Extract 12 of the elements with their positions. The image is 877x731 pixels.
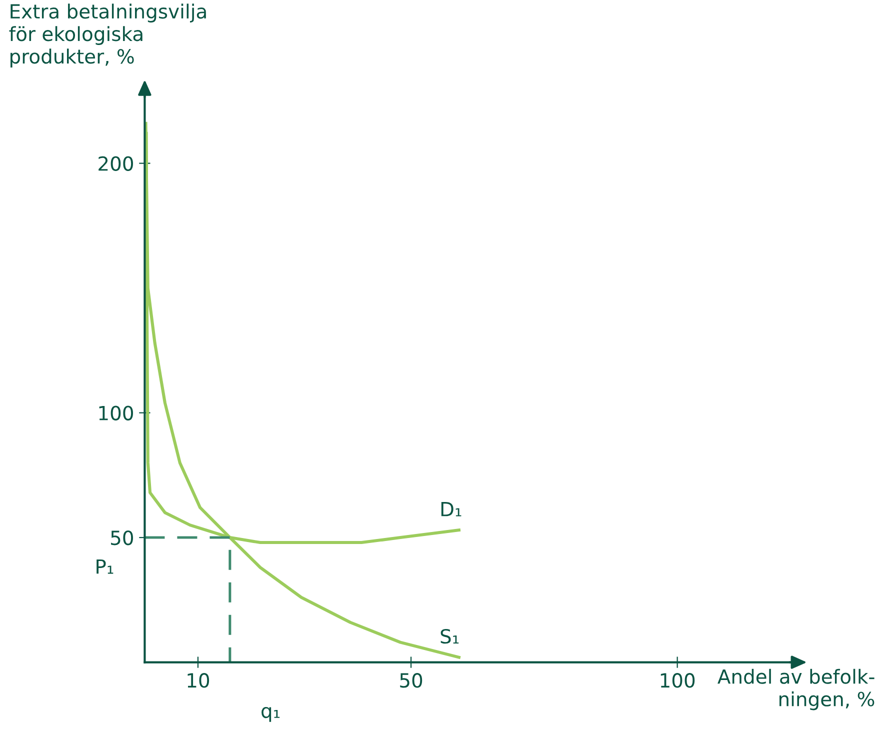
x-tick-label: 10 — [188, 673, 210, 688]
y-tick-label: 50 — [111, 530, 133, 546]
y-tick-label: 100 — [99, 406, 133, 420]
x-axis-title: Andel av befolk- ningen, % — [718, 668, 874, 710]
series-label: S₁ — [440, 628, 459, 644]
series-label: D₁ — [441, 502, 462, 516]
y-axis-title: Extra betalningsvilja för ekologiska produkter, % — [9, 4, 206, 68]
annotation: P₁ — [96, 559, 114, 574]
annotation: q₁ — [262, 706, 280, 722]
x-tick-label: 50 — [400, 673, 422, 688]
x-tick-label: 100 — [660, 673, 695, 688]
y-tick-label: 200 — [98, 156, 133, 171]
